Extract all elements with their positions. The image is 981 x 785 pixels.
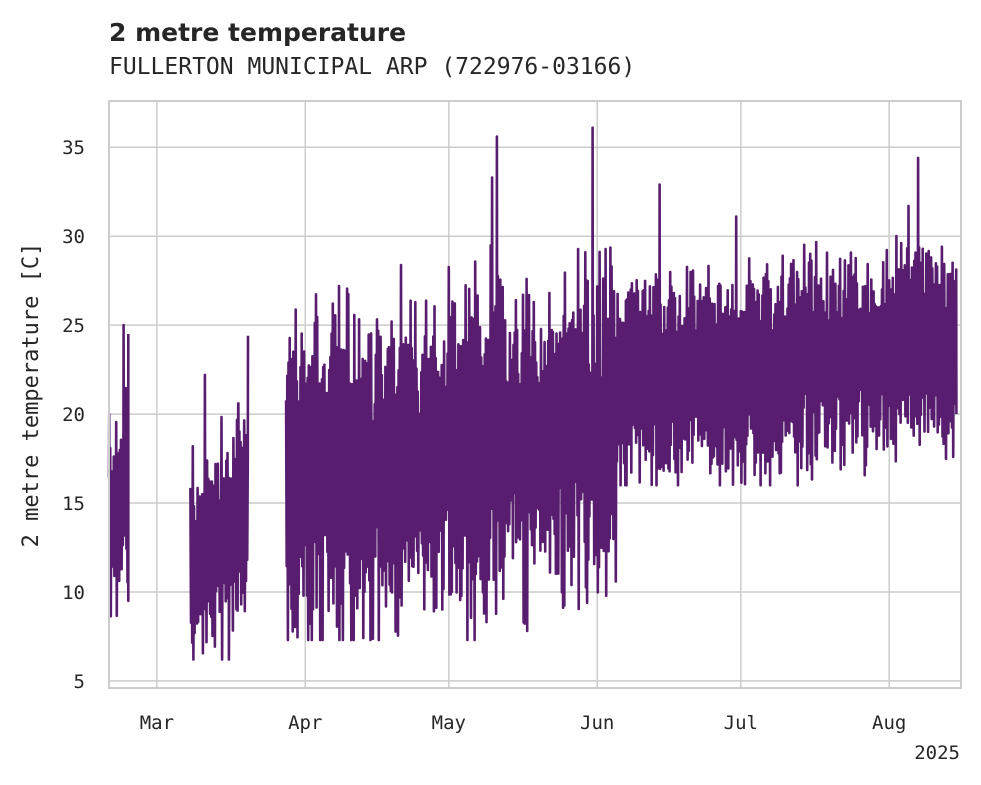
- y-tick-label: 10: [62, 582, 85, 604]
- x-tick-label: Jul: [724, 712, 758, 734]
- series-line-layer: [107, 126, 958, 661]
- chart-subtitle: FULLERTON MUNICIPAL ARP (722976-03166): [109, 54, 635, 80]
- y-tick-label: 5: [74, 671, 85, 693]
- y-axis-label: 2 metre temperature [C]: [19, 243, 44, 548]
- x-tick-label: Aug: [872, 712, 906, 734]
- series-line-segment: [189, 335, 250, 661]
- x-axis-ticks: Mar Apr May Jun Jul Aug: [140, 712, 907, 734]
- x-axis-offset-label: 2025: [914, 742, 960, 764]
- y-tick-label: 15: [62, 493, 85, 515]
- series-line-segment: [615, 156, 958, 487]
- x-tick-label: Jun: [580, 712, 614, 734]
- series-line-segment: [107, 323, 130, 618]
- y-tick-label: 20: [62, 404, 85, 426]
- y-axis-ticks: 5 10 15 20 25 30 35: [62, 137, 85, 693]
- series-line-segment: [284, 126, 618, 642]
- y-tick-label: 25: [62, 315, 85, 337]
- x-tick-label: May: [432, 712, 466, 734]
- y-tick-label: 35: [62, 137, 85, 159]
- x-tick-label: Apr: [288, 712, 322, 734]
- x-tick-label: Mar: [140, 712, 174, 734]
- plot-frame: [108, 100, 962, 689]
- chart-title: 2 metre temperature: [109, 18, 406, 47]
- y-tick-label: 30: [62, 226, 85, 248]
